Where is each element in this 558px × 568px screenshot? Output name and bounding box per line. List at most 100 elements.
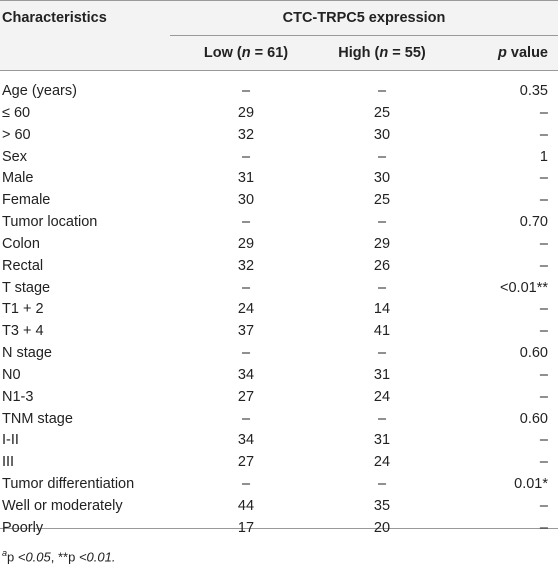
cell: – (539, 519, 548, 536)
cell: 29 (237, 104, 255, 121)
cell: – (377, 214, 387, 231)
cell: – (539, 235, 548, 252)
cell: – (241, 83, 251, 99)
cell: 0.70 (519, 214, 548, 231)
row-label: Rectal (2, 257, 44, 274)
header-rule (0, 70, 558, 71)
cell: 14 (373, 301, 391, 318)
text-part: p (498, 45, 507, 61)
row-label: Poorly (2, 519, 44, 536)
cell: 32 (237, 257, 255, 274)
cell: – (539, 170, 548, 187)
cell: 30 (237, 192, 255, 209)
text-part: p (7, 549, 18, 565)
row-label: N0 (2, 366, 21, 383)
cell: 1 (539, 148, 548, 165)
row-label: ≤ 60 (2, 104, 31, 121)
cell: 30 (373, 126, 391, 143)
cell: 0.35 (519, 83, 548, 99)
cell: – (241, 214, 251, 231)
row-label: Sex (2, 148, 27, 165)
cell: – (377, 345, 387, 362)
cell: – (241, 410, 251, 427)
cell: – (539, 192, 548, 209)
cell: <0.01** (500, 279, 548, 296)
cell: 34 (237, 432, 255, 449)
row-label: T1 + 2 (2, 301, 44, 318)
cell: – (539, 497, 548, 514)
cell: – (539, 126, 548, 143)
bottom-rule (0, 528, 558, 529)
cell: 0.60 (519, 345, 548, 362)
column-header: High (n = 55) (338, 44, 425, 62)
cell: – (377, 476, 387, 493)
cell: 0.01* (514, 476, 548, 493)
cell: 26 (373, 257, 391, 274)
text-part: High ( (338, 45, 380, 61)
cell: 29 (373, 235, 391, 252)
cell: 17 (237, 519, 255, 536)
cell: – (539, 366, 548, 383)
header-characteristics: Characteristics (2, 10, 107, 26)
text-part: n (241, 45, 251, 61)
cell: – (377, 148, 387, 165)
cell: – (377, 279, 387, 296)
cell: – (377, 83, 387, 99)
header-group: CTC-TRPC5 expression (282, 10, 446, 26)
cell: – (539, 257, 548, 274)
cell: 32 (237, 126, 255, 143)
cell: 35 (373, 497, 391, 514)
text-part: = 55) (388, 45, 426, 61)
text-part: <0.05 (17, 549, 51, 565)
cell: 44 (237, 497, 255, 514)
cell: 31 (373, 366, 391, 383)
cell: – (539, 432, 548, 449)
row-label: III (2, 454, 15, 471)
cell: 24 (237, 301, 255, 318)
top-rule (0, 0, 558, 1)
text-part: a (2, 548, 8, 558)
row-label: N1-3 (2, 388, 34, 405)
cell: – (539, 323, 548, 340)
row-label: Well or moderately (2, 497, 123, 514)
footnote: ap <0.05, **p <0.01. (2, 544, 115, 566)
cell: 29 (237, 235, 255, 252)
cell: 24 (373, 454, 391, 471)
text-part: , **p (50, 549, 79, 565)
row-label: N stage (2, 345, 52, 362)
cell: – (377, 410, 387, 427)
cell: 20 (373, 519, 391, 536)
cell: 27 (237, 388, 255, 405)
column-header: p value (498, 44, 548, 62)
cell: – (539, 454, 548, 471)
cell: – (539, 104, 548, 121)
cell: 31 (373, 432, 391, 449)
row-label: Age (years) (2, 83, 77, 99)
row-label: Colon (2, 235, 40, 252)
cell: 37 (237, 323, 255, 340)
text-part: Low ( (203, 45, 242, 61)
cell: 30 (373, 170, 391, 187)
cell: – (539, 388, 548, 405)
cell: 27 (237, 454, 255, 471)
text-part: value (506, 45, 548, 61)
cell: – (241, 148, 251, 165)
cell: – (241, 279, 251, 296)
cell: 31 (237, 170, 255, 187)
row-label: Tumor differentiation (2, 476, 135, 493)
text-part: = 61) (250, 45, 289, 61)
column-header: Low (n = 61) (204, 44, 288, 62)
text-part: <0.01. (78, 549, 116, 565)
cell: – (241, 476, 251, 493)
cell: – (241, 345, 251, 362)
cell: 41 (373, 323, 391, 340)
row-label: Female (2, 192, 51, 209)
row-label: I-II (2, 432, 19, 449)
text-part: n (379, 45, 389, 61)
row-label: TNM stage (2, 410, 73, 427)
cell: 25 (373, 192, 391, 209)
cell: 34 (237, 366, 255, 383)
row-label: T3 + 4 (2, 323, 44, 340)
group-rule (170, 35, 558, 36)
